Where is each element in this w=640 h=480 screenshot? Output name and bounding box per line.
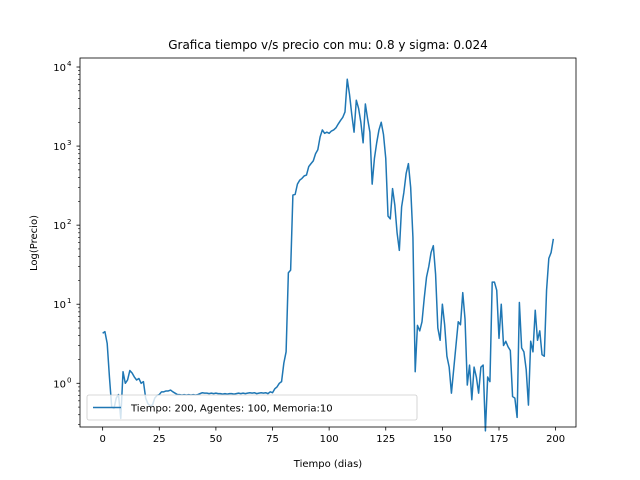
y-axis-label: Log(Precio) xyxy=(29,215,40,271)
x-tick-label: 150 xyxy=(433,434,452,445)
legend-box xyxy=(86,394,418,421)
x-tick-label: 175 xyxy=(489,434,508,445)
y-tick-label: 10 xyxy=(53,221,66,232)
x-tick-label: 25 xyxy=(153,434,166,445)
x-tick-label: 50 xyxy=(210,434,223,445)
x-axis-label: Tiempo (dias) xyxy=(293,459,362,470)
legend-label: Tiempo: 200, Agentes: 100, Memoria:10 xyxy=(130,404,333,415)
y-tick-exponent: 2 xyxy=(67,218,71,226)
y-tick-label: 10 xyxy=(53,300,66,311)
y-tick-label: 10 xyxy=(53,63,66,74)
y-tick-label: 10 xyxy=(53,379,66,390)
series-line xyxy=(102,78,555,432)
x-tick-label: 75 xyxy=(266,434,279,445)
x-tick-label: 0 xyxy=(99,434,105,445)
x-tick-label: 125 xyxy=(376,434,395,445)
x-tick-label: 200 xyxy=(546,434,565,445)
plot-series xyxy=(102,78,555,432)
x-tick-label: 100 xyxy=(320,434,339,445)
x-axis-ticks: 0 25 50 75 100 125 150 175 200 xyxy=(99,427,565,445)
legend: Tiempo: 200, Agentes: 100, Memoria:10 xyxy=(86,394,418,421)
y-tick-label: 10 xyxy=(53,142,66,153)
plot-frame xyxy=(79,57,577,428)
y-tick-exponent: 0 xyxy=(67,376,71,384)
y-tick-exponent: 4 xyxy=(67,60,72,68)
chart-title: Grafica tiempo v/s precio con mu: 0.8 y … xyxy=(168,38,488,52)
y-tick-exponent: 1 xyxy=(67,297,71,305)
y-tick-exponent: 3 xyxy=(67,139,71,147)
